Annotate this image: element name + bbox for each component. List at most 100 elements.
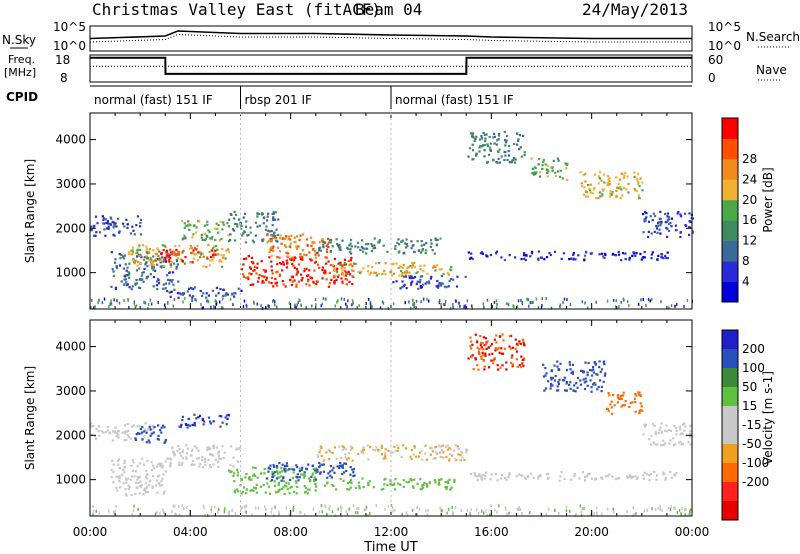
data-cell	[206, 223, 209, 226]
data-cell	[284, 285, 287, 288]
data-cell	[141, 272, 144, 275]
data-cell	[309, 479, 312, 482]
data-cell	[358, 487, 361, 490]
data-cell	[476, 341, 479, 344]
data-region	[180, 219, 231, 242]
data-cell	[516, 365, 519, 368]
data-cell	[119, 486, 122, 489]
data-cell	[446, 448, 449, 451]
data-cell	[331, 245, 334, 248]
data-cell	[313, 250, 316, 253]
freq-unit-label: [MHz]	[4, 66, 36, 79]
data-cell	[352, 269, 355, 272]
data-cell	[381, 272, 384, 275]
data-cell	[453, 449, 456, 452]
data-cell	[276, 246, 280, 249]
data-cell	[367, 481, 370, 484]
data-cell	[274, 277, 277, 281]
data-cell	[320, 446, 323, 449]
data-cell	[329, 241, 332, 244]
data-cell	[266, 234, 269, 237]
data-cell	[151, 486, 154, 489]
data-cell	[473, 472, 476, 475]
data-cell	[493, 338, 496, 341]
y-tick-label: 1000	[55, 266, 86, 280]
data-cell	[598, 253, 601, 256]
data-cell	[395, 262, 398, 265]
data-cell	[280, 487, 283, 490]
data-cell	[586, 191, 589, 194]
data-cell	[148, 424, 152, 427]
y-tick-label: 2000	[55, 221, 86, 235]
data-cell	[681, 432, 684, 435]
data-cell	[401, 274, 404, 277]
scatter-cell	[392, 509, 394, 513]
data-cell	[166, 278, 170, 281]
data-cell	[235, 447, 238, 450]
data-cell	[421, 249, 424, 252]
data-cell	[176, 257, 180, 260]
data-cell	[280, 475, 283, 478]
data-cell	[374, 271, 378, 274]
data-cell	[122, 257, 126, 260]
data-cell	[431, 450, 434, 453]
data-cell	[647, 235, 650, 239]
data-cell	[184, 256, 187, 259]
data-cell	[510, 334, 513, 337]
data-cell	[572, 253, 575, 256]
data-cell	[268, 256, 271, 259]
data-cell	[131, 249, 134, 252]
data-cell	[305, 283, 308, 286]
data-cell	[187, 224, 190, 227]
data-cell	[442, 456, 445, 459]
data-cell	[138, 432, 141, 435]
scatter-cell	[408, 300, 410, 304]
data-cell	[590, 390, 593, 393]
data-cell	[599, 195, 602, 198]
data-cell	[161, 265, 164, 268]
data-cell	[419, 275, 422, 278]
data-cell	[349, 445, 352, 448]
data-cell	[251, 239, 254, 242]
data-cell	[419, 478, 422, 481]
scatter-cell	[147, 303, 150, 306]
data-cell	[162, 258, 165, 261]
data-cell	[278, 274, 281, 278]
power-colorbar-segment	[722, 179, 738, 201]
data-cell	[180, 293, 183, 296]
data-cell	[149, 434, 152, 437]
data-cell	[566, 178, 569, 181]
data-cell	[569, 387, 572, 390]
data-cell	[496, 161, 499, 164]
scatter-cell	[595, 300, 597, 304]
data-cell	[351, 283, 354, 286]
data-cell	[425, 483, 428, 486]
data-cell	[268, 230, 271, 233]
scatter-cell	[154, 512, 157, 516]
data-cell	[640, 258, 643, 261]
data-cell	[396, 444, 399, 447]
data-cell	[118, 479, 121, 482]
data-cell	[329, 465, 332, 468]
data-cell	[662, 257, 665, 260]
power-colorbar-segment	[722, 220, 738, 242]
data-cell	[518, 364, 521, 367]
data-cell	[384, 273, 387, 276]
data-cell	[293, 266, 296, 269]
scatter-cell	[657, 507, 660, 511]
data-cell	[107, 227, 110, 230]
data-cell	[568, 363, 572, 366]
data-cell	[367, 484, 370, 487]
data-cell	[162, 260, 165, 263]
data-cell	[268, 248, 271, 252]
data-cell	[430, 242, 433, 245]
data-cell	[557, 380, 560, 384]
data-cell	[521, 358, 524, 362]
power-colorbar-tick: 4	[742, 275, 750, 289]
data-cell	[551, 169, 554, 172]
data-cell	[243, 212, 247, 215]
data-cell	[687, 441, 690, 444]
data-cell	[333, 281, 336, 284]
data-cell	[318, 247, 321, 250]
scatter-cell	[498, 504, 500, 508]
